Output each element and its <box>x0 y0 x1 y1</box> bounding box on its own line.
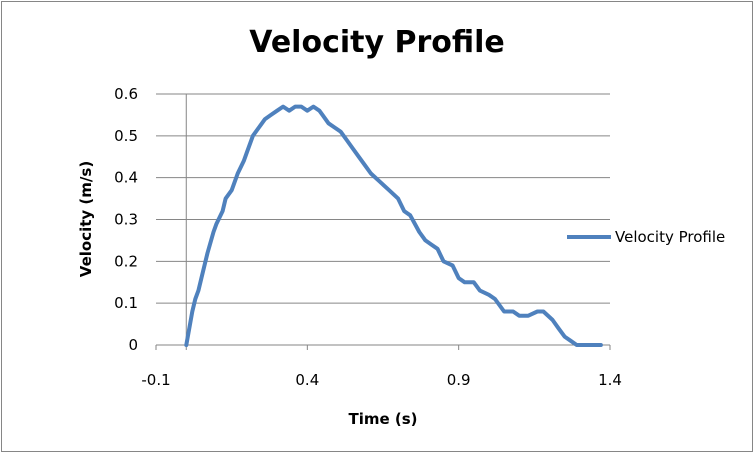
series-group <box>184 104 603 347</box>
y-tick-label: 0.6 <box>114 85 138 103</box>
x-tick-label: 1.4 <box>598 371 622 389</box>
x-tick-label: -0.1 <box>141 371 170 389</box>
y-axis-label: Velocity (m/s) <box>77 161 95 277</box>
y-tick-label: 0.1 <box>114 294 138 312</box>
x-axis-label: Time (s) <box>348 410 417 428</box>
y-tick-label: 0.4 <box>114 169 138 187</box>
legend-label: Velocity Profile <box>615 228 725 246</box>
y-tick-label: 0.2 <box>114 252 138 270</box>
gridlines <box>156 93 610 304</box>
axes <box>155 94 611 350</box>
chart-title: Velocity Profile <box>249 25 504 60</box>
legend[interactable]: Velocity Profile <box>567 228 725 246</box>
x-tick-label: 0.9 <box>447 371 471 389</box>
x-tick-labels: -0.1 0.4 0.9 1.4 <box>141 371 622 389</box>
series-line-velocity-profile <box>184 104 603 347</box>
y-tick-label: 0.5 <box>114 127 138 145</box>
y-tick-label: 0.3 <box>114 211 138 229</box>
y-tick-labels: 0 0.1 0.2 0.3 0.4 0.5 0.6 <box>114 85 138 354</box>
x-tick-label: 0.4 <box>295 371 319 389</box>
y-tick-label: 0 <box>128 336 138 354</box>
